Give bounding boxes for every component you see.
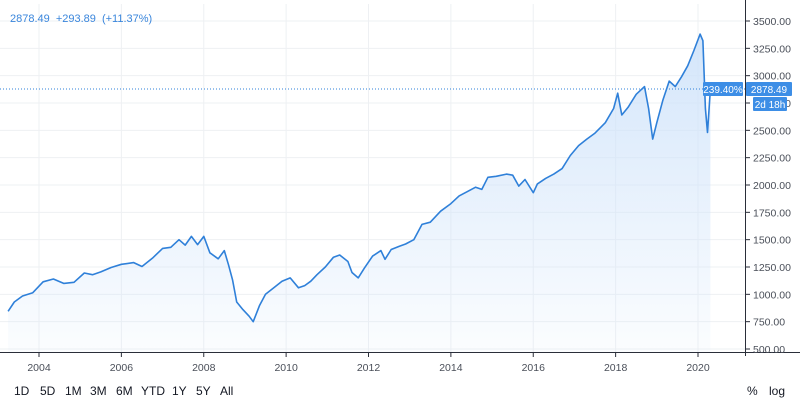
- x-tick-label: 2008: [192, 362, 216, 374]
- percent-badge-label: 239.40%: [703, 85, 743, 96]
- range-button-1y[interactable]: 1Y: [172, 384, 187, 398]
- y-tick-label: 500.00: [753, 344, 785, 356]
- legend-last-value: 2878.49: [10, 13, 50, 25]
- y-tick-label: 2250.00: [753, 153, 791, 165]
- y-tick-label: 2500.00: [753, 125, 791, 137]
- range-button-1d[interactable]: 1D: [14, 384, 30, 398]
- range-button-5y[interactable]: 5Y: [196, 384, 211, 398]
- y-tick-label: 1500.00: [753, 235, 791, 247]
- x-tick-label: 2016: [522, 362, 546, 374]
- range-button-5d[interactable]: 5D: [40, 384, 56, 398]
- price-badge: [746, 81, 792, 96]
- x-tick-label: 2012: [357, 362, 381, 374]
- y-tick-label: 1000.00: [753, 289, 791, 301]
- legend-change: +293.89: [55, 13, 96, 25]
- series-area-fill: [8, 34, 711, 352]
- range-button-3m[interactable]: 3M: [90, 384, 107, 398]
- y-tick-label: 3000.00: [753, 71, 791, 83]
- series-line[interactable]: [7, 33, 712, 323]
- x-tick-label: 2014: [439, 362, 463, 374]
- log-scale-toggle[interactable]: log: [769, 384, 786, 398]
- range-button-6m[interactable]: 6M: [116, 384, 133, 398]
- y-tick-label: 750.00: [753, 317, 785, 329]
- range-toolbar: 1D 5D 1M 3M 6M YTD 1Y 5Y All % log: [0, 372, 800, 412]
- countdown-badge-label: 2d 18h: [755, 100, 786, 111]
- range-button-ytd[interactable]: YTD: [141, 384, 165, 398]
- countdown-badge: [753, 96, 787, 111]
- percent-badge: [703, 81, 743, 96]
- y-tick-label: 3250.00: [753, 43, 791, 55]
- price-badge-label: 2878.49: [751, 85, 788, 96]
- percent-scale-toggle[interactable]: %: [747, 384, 758, 398]
- legend-change-pct: (+11.37%): [101, 13, 153, 25]
- range-button-1m[interactable]: 1M: [65, 384, 82, 398]
- top-legend: 2878.49 +293.89 (+11.37%): [10, 13, 155, 25]
- x-tick-label: 2018: [604, 362, 628, 374]
- range-button-all[interactable]: All: [220, 384, 234, 398]
- x-tick-label: 2010: [274, 362, 298, 374]
- y-tick-label: 1750.00: [753, 207, 791, 219]
- y-tick-label: 3500.00: [753, 16, 791, 28]
- x-tick-label: 2020: [686, 362, 710, 374]
- y-tick-label: 1250.00: [753, 262, 791, 274]
- x-tick-label: 2006: [110, 362, 134, 374]
- y-tick-label: 2000.00: [753, 180, 791, 192]
- x-tick-label: 2004: [27, 362, 51, 374]
